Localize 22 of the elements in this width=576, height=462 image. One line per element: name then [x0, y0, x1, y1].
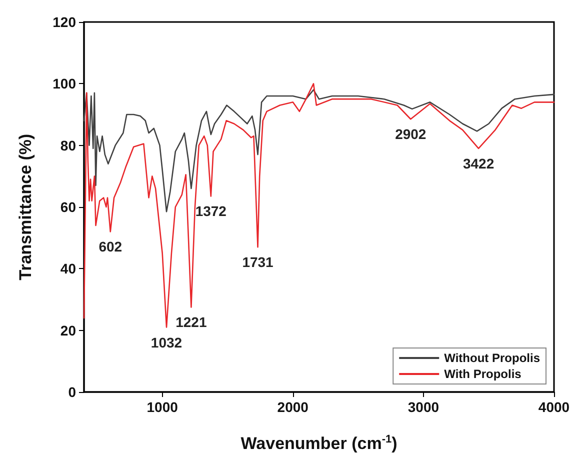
y-tick-label: 40 [60, 260, 76, 277]
annotation: 602 [98, 238, 122, 255]
y-tick-label: 20 [60, 322, 76, 338]
line-series [83, 83, 555, 328]
annotation: 1221 [176, 314, 207, 330]
legend-label: With Propolis [444, 367, 522, 381]
x-tick-label: 3000 [408, 399, 440, 415]
annotation: 1731 [242, 254, 274, 270]
y-tick-label: 100 [52, 76, 76, 92]
x-tick-label: 4000 [538, 399, 570, 415]
annotation: 1372 [195, 203, 227, 220]
legend-label: Without Propolis [444, 351, 540, 365]
y-tick-label: 80 [60, 137, 76, 154]
annotation: 2902 [395, 126, 426, 142]
annotation: 1032 [150, 334, 182, 350]
annotation: 3422 [462, 155, 494, 172]
y-axis-title: Transmittance (%) [16, 134, 35, 280]
y-tick-label: 0 [68, 384, 76, 400]
x-tick-label: 2000 [277, 399, 309, 415]
y-tick-label: 120 [52, 14, 76, 30]
y-tick-label: 60 [60, 199, 76, 215]
x-tick-label: 1000 [146, 399, 178, 415]
